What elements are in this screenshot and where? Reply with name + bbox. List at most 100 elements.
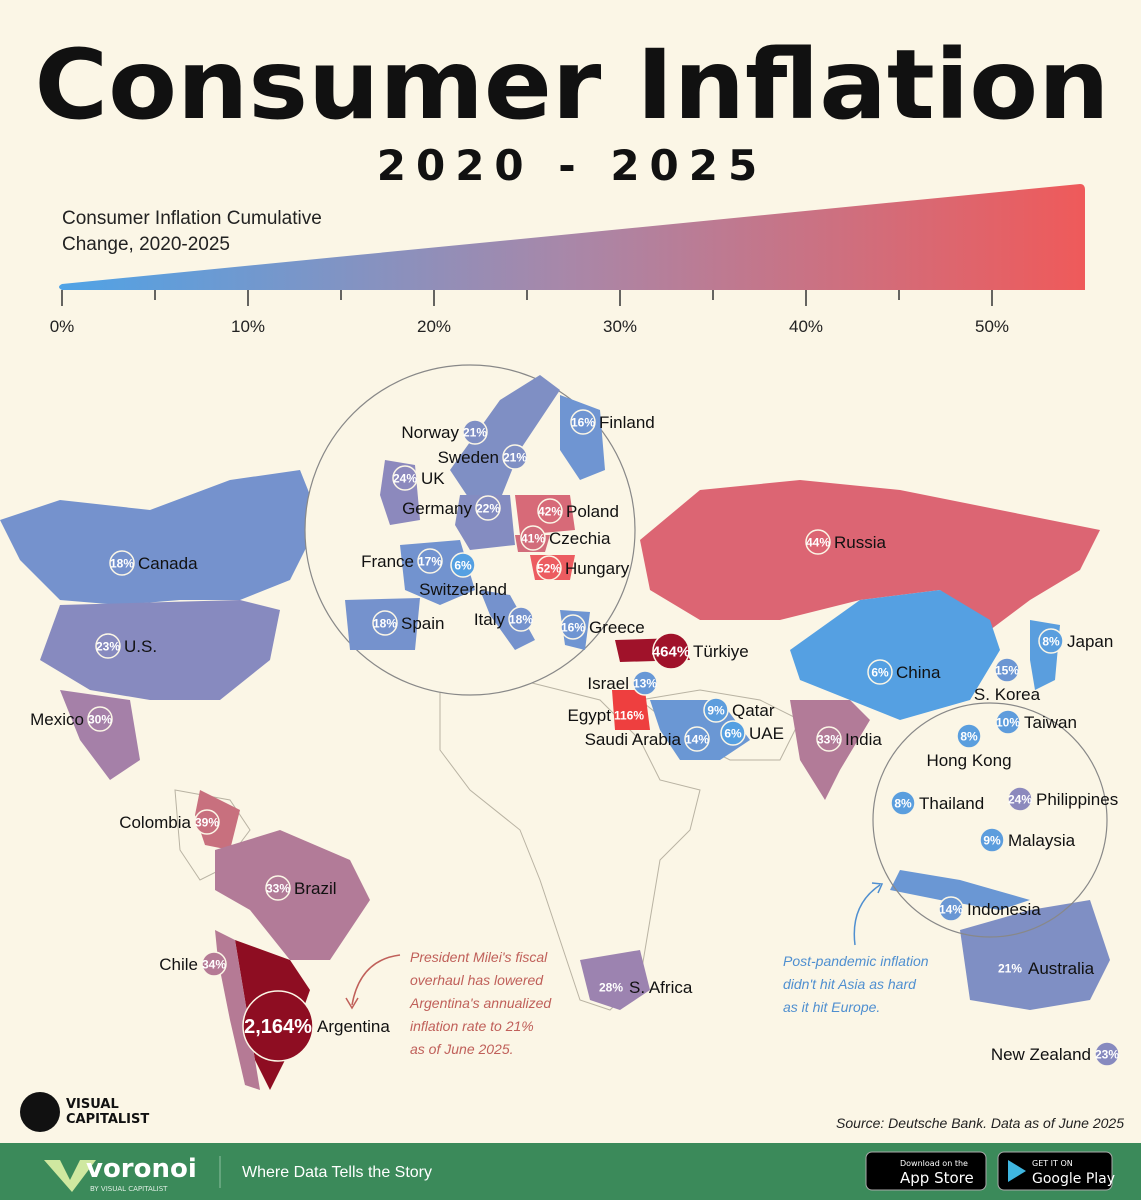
country-value: 39% (195, 815, 219, 829)
country-value: 9% (707, 703, 725, 717)
country-value: 14% (685, 732, 709, 746)
badge-bg[interactable] (997, 1151, 1113, 1191)
country-value: 14% (939, 902, 963, 916)
badge-text[interactable]: GET IT ON (1032, 1159, 1073, 1168)
note-arrowhead (345, 997, 359, 1010)
country-value: 21% (998, 961, 1022, 975)
asia-note: Post-pandemic inflation didn't hit Asia … (783, 953, 929, 1015)
country-value: 41% (521, 531, 545, 545)
country-bubble (109, 550, 135, 576)
country-value: 18% (509, 612, 533, 626)
country-value: 21% (503, 450, 527, 464)
country-bubble (475, 495, 501, 521)
china-shape (790, 590, 1000, 720)
country-name: New Zealand (991, 1045, 1091, 1064)
legend-ticks: 0% 10% 20% 30% 40% 50% (50, 290, 1009, 336)
country-name: Brazil (294, 879, 337, 898)
footer-by: BY VISUAL CAPITALIST (90, 1185, 168, 1193)
country-bubble (520, 525, 546, 551)
logo-text: CAPITALIST (66, 1112, 149, 1127)
note-arrowhead (871, 882, 884, 894)
country-bubble (392, 465, 418, 491)
indonesia-shape (890, 870, 1030, 910)
country-value: 464% (652, 643, 690, 660)
country-bubble (703, 697, 729, 723)
note-line: inflation rate to 21% (410, 1018, 534, 1034)
brazil-shape (215, 830, 370, 960)
country-bubble (560, 614, 586, 640)
footer-brand: voronoi (86, 1154, 197, 1184)
country-value: 10% (996, 715, 1020, 729)
country-name: Malaysia (1008, 831, 1076, 850)
country-name: Finland (599, 413, 655, 432)
country-value: 8% (960, 729, 978, 743)
country-name: Canada (138, 554, 198, 573)
canada-shape (0, 470, 320, 605)
country-bubble (652, 632, 690, 670)
note-line: Argentina's annualized (409, 995, 552, 1011)
country-name: Israel (587, 674, 629, 693)
note-line: as it hit Europe. (783, 999, 880, 1015)
country-bubble (632, 670, 658, 696)
badge-text[interactable]: App Store (900, 1169, 974, 1187)
country-value: 23% (96, 639, 120, 653)
country-value: 34% (202, 957, 226, 971)
safrica-shape (580, 950, 650, 1010)
country-name: Greece (589, 618, 645, 637)
country-name: India (845, 730, 882, 749)
source: Source: Deutsche Bank. Data as of June 2… (836, 1115, 1124, 1131)
country-name: Egypt (568, 706, 612, 725)
russia-shape (640, 480, 1100, 630)
country-bubble (995, 709, 1021, 735)
country-value: 17% (418, 554, 442, 568)
country-bubble (87, 706, 113, 732)
mexico-shape (60, 690, 140, 780)
legend-scale (59, 184, 1085, 290)
note-line: President Milei's fiscal (410, 949, 548, 965)
google-play-badge[interactable]: GET IT ON Google Play (997, 1151, 1115, 1191)
country-value: 24% (393, 471, 417, 485)
country-value: 18% (373, 616, 397, 630)
country-bubble (805, 529, 831, 555)
country-bubble (994, 657, 1020, 683)
country-name: Hong Kong (926, 751, 1011, 770)
country-bubble (95, 633, 121, 659)
badge-text[interactable]: Google Play (1032, 1171, 1115, 1187)
country-value: 33% (266, 881, 290, 895)
app-store-badge[interactable]: Download on the App Store (865, 1151, 987, 1191)
badge-text[interactable]: Download on the (900, 1159, 968, 1168)
country-name: France (361, 552, 414, 571)
legend-tick-label: 0% (50, 317, 75, 336)
country-bubble (1038, 628, 1064, 654)
legend-tick-label: 40% (789, 317, 823, 336)
badge-icon[interactable] (1008, 1160, 1026, 1182)
country-name: Taiwan (1024, 713, 1077, 732)
country-name: Norway (401, 423, 459, 442)
country-value: 30% (88, 712, 112, 726)
country-value: 8% (1042, 634, 1060, 648)
badge-bg[interactable] (865, 1151, 987, 1191)
note-line: overhaul has lowered (410, 972, 544, 988)
legend-tick-label: 30% (603, 317, 637, 336)
country-bubble (265, 875, 291, 901)
country-labels: 21% Norway 21% Sweden 16% Finland 24% UK 22% Germ… (30, 409, 1120, 1067)
country-name: Japan (1067, 632, 1113, 651)
country-name: Sweden (438, 448, 499, 467)
country-value: 6% (454, 558, 472, 572)
country-bubble (890, 790, 916, 816)
voronoi-logo (44, 1160, 96, 1192)
country-value: 2,164% (244, 1016, 312, 1038)
logo-mark (20, 1092, 60, 1132)
country-name: Poland (566, 502, 619, 521)
legend-title: Change, 2020-2025 (62, 234, 230, 255)
country-name: S. Korea (974, 685, 1041, 704)
country-value: 6% (871, 665, 889, 679)
country-value: 18% (110, 556, 134, 570)
country-bubble (417, 548, 443, 574)
country-bubble (867, 659, 893, 685)
country-name: Argentina (317, 1017, 390, 1036)
country-name: Türkiye (693, 642, 749, 661)
country-name: Thailand (919, 794, 984, 813)
country-bubble (536, 555, 562, 581)
country-value: 23% (1095, 1047, 1119, 1061)
